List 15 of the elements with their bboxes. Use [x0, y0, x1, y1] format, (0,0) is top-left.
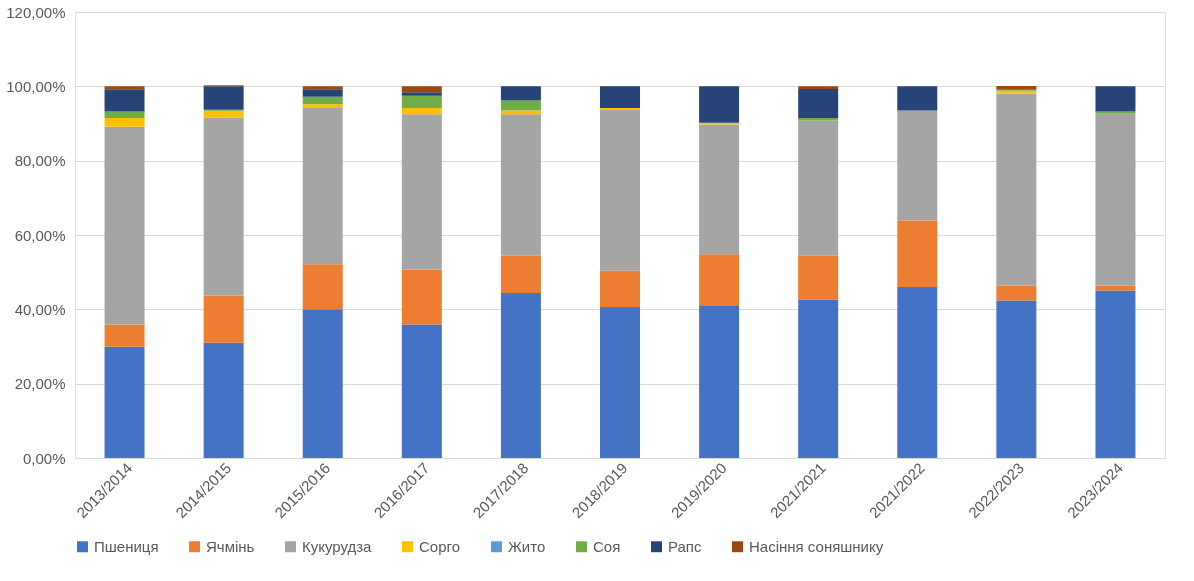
y-tick-label: 40,00%	[14, 300, 66, 318]
legend-label: Жито	[508, 537, 546, 555]
y-tick-label: 60,00%	[14, 226, 66, 244]
legend-label: Соя	[593, 537, 621, 555]
legend-label: Кукурудза	[302, 537, 373, 555]
legend-label: Насіння соняшнику	[749, 537, 884, 555]
y-tick-label: 100,00%	[6, 77, 66, 95]
y-tick-label: 80,00%	[14, 152, 66, 170]
y-tick-label: 120,00%	[6, 3, 66, 21]
y-tick-label: 20,00%	[14, 375, 66, 393]
legend-label: Пшениця	[94, 537, 159, 555]
legend-label: Рапс	[668, 537, 702, 555]
legend-label: Сорго	[419, 537, 461, 555]
legend-label: Ячмінь	[206, 537, 255, 555]
y-tick-label: 0,00%	[22, 449, 66, 467]
